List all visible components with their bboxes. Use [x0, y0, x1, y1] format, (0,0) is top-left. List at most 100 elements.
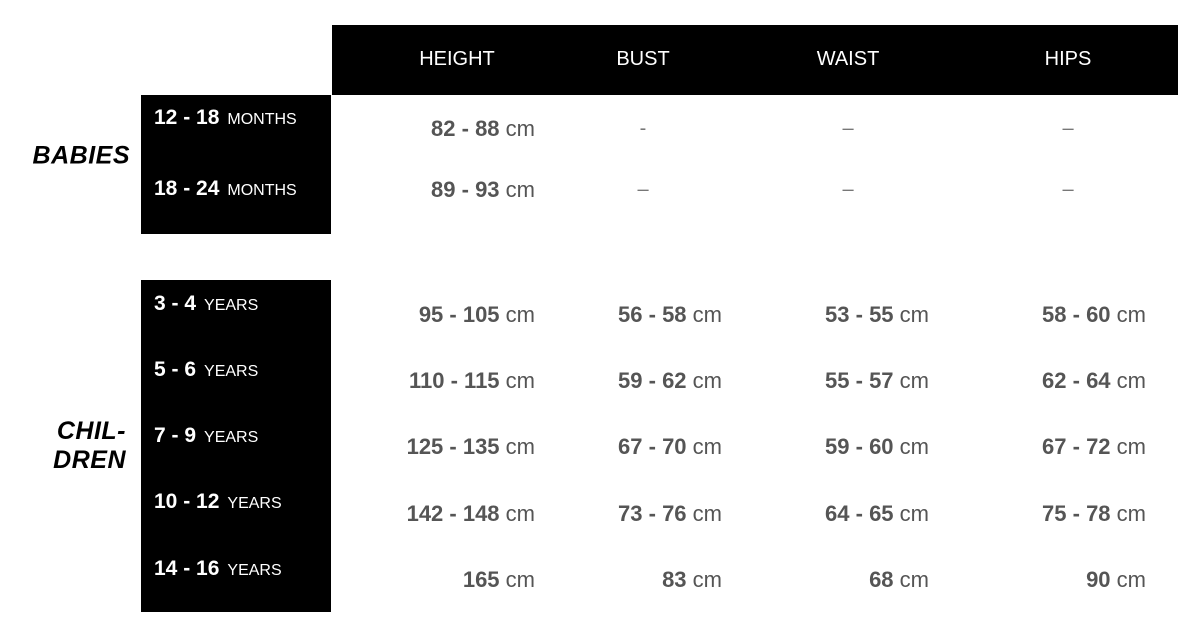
measure-unit: cm	[505, 567, 535, 592]
age-range: 18 - 24	[154, 177, 220, 200]
measure: 83	[662, 567, 687, 592]
waist-value: 55 - 57 cm	[825, 368, 929, 394]
height-value: 89 - 93 cm	[431, 177, 535, 203]
bust-value: 56 - 58 cm	[618, 302, 722, 328]
height-value: 95 - 105 cm	[419, 302, 535, 328]
age-label: 14 - 16 YEARS	[154, 557, 282, 581]
measure-unit: cm	[1116, 434, 1146, 459]
measure-unit: cm	[505, 368, 535, 393]
measure-unit: cm	[1116, 567, 1146, 592]
measure-unit: cm	[692, 434, 722, 459]
bust-empty: -	[639, 117, 647, 140]
measure: 62 - 64	[1042, 368, 1111, 393]
age-range: 7 - 9	[154, 424, 197, 447]
measure-unit: cm	[692, 501, 722, 526]
measure-unit: cm	[899, 501, 929, 526]
babies-age-box	[141, 95, 331, 234]
group-label-line: DREN	[53, 446, 126, 474]
measure-unit: cm	[899, 368, 929, 393]
measure-unit: cm	[692, 302, 722, 327]
hips-empty: –	[1062, 117, 1074, 140]
measure-unit: cm	[899, 434, 929, 459]
measure: 67 - 70	[618, 434, 687, 459]
header-waist: WAIST	[816, 48, 880, 70]
header-bust: BUST	[616, 48, 670, 70]
measure: 68	[869, 567, 894, 592]
age-unit: YEARS	[227, 495, 282, 512]
age-unit: YEARS	[204, 429, 259, 446]
hips-value: 90 cm	[1086, 567, 1146, 593]
waist-value: 53 - 55 cm	[825, 302, 929, 328]
age-unit: YEARS	[227, 562, 282, 579]
age-unit: MONTHS	[227, 111, 297, 128]
hips-value: 75 - 78 cm	[1042, 501, 1146, 527]
age-label: 5 - 6 YEARS	[154, 358, 258, 382]
measure-unit: cm	[505, 116, 535, 141]
measure: 89 - 93	[431, 177, 500, 202]
measure: 125 - 135	[406, 434, 500, 459]
height-value: 125 - 135 cm	[407, 434, 535, 460]
age-range: 12 - 18	[154, 106, 220, 129]
waist-value: 59 - 60 cm	[825, 434, 929, 460]
measure: 59 - 60	[825, 434, 894, 459]
hips-empty: –	[1062, 178, 1074, 201]
measure: 55 - 57	[825, 368, 894, 393]
age-range: 3 - 4	[154, 292, 197, 315]
bust-value: 67 - 70 cm	[618, 434, 722, 460]
hips-value: 58 - 60 cm	[1042, 302, 1146, 328]
age-label: 10 - 12 YEARS	[154, 490, 282, 514]
age-label: 7 - 9 YEARS	[154, 424, 258, 448]
measure-unit: cm	[692, 567, 722, 592]
bust-value: 73 - 76 cm	[618, 501, 722, 527]
age-range: 14 - 16	[154, 557, 220, 580]
measure-unit: cm	[505, 177, 535, 202]
measure: 67 - 72	[1042, 434, 1111, 459]
measure: 73 - 76	[618, 501, 687, 526]
measure-unit: cm	[1116, 501, 1146, 526]
measure: 110 - 115	[409, 368, 500, 393]
measure: 64 - 65	[825, 501, 894, 526]
age-unit: YEARS	[204, 363, 259, 380]
measure-unit: cm	[692, 368, 722, 393]
measure-unit: cm	[505, 302, 535, 327]
measure: 95 - 105	[418, 302, 500, 327]
header-hips: HIPS	[1044, 48, 1092, 70]
age-range: 10 - 12	[154, 490, 220, 513]
age-unit: YEARS	[204, 297, 259, 314]
children-age-box	[141, 280, 331, 612]
measure-unit: cm	[505, 434, 535, 459]
measure: 82 - 88	[431, 116, 500, 141]
height-value: 142 - 148 cm	[407, 501, 535, 527]
bust-value: 59 - 62 cm	[618, 368, 722, 394]
header-height: HEIGHT	[419, 48, 495, 70]
group-label-line: CHIL-	[56, 417, 126, 445]
measure: 142 - 148	[406, 501, 500, 526]
measure-unit: cm	[1116, 302, 1146, 327]
measure: 90	[1086, 567, 1111, 592]
measure: 58 - 60	[1042, 302, 1111, 327]
waist-value: 68 cm	[869, 567, 929, 593]
age-unit: MONTHS	[227, 182, 297, 199]
measure: 56 - 58	[618, 302, 687, 327]
waist-empty: –	[842, 178, 854, 201]
age-label: 12 - 18 MONTHS	[154, 106, 297, 130]
age-label: 3 - 4 YEARS	[154, 292, 258, 316]
height-value: 165 cm	[463, 567, 535, 593]
age-range: 5 - 6	[154, 358, 197, 381]
bust-empty: –	[637, 178, 649, 201]
measure: 53 - 55	[825, 302, 894, 327]
waist-value: 64 - 65 cm	[825, 501, 929, 527]
group-label-children: CHIL- DREN	[14, 417, 126, 475]
measure-unit: cm	[505, 501, 535, 526]
measure: 165	[462, 567, 500, 592]
waist-empty: –	[842, 117, 854, 140]
hips-value: 67 - 72 cm	[1042, 434, 1146, 460]
measure-unit: cm	[899, 302, 929, 327]
group-label-babies: BABIES	[32, 141, 130, 170]
bust-value: 83 cm	[662, 567, 722, 593]
measure-unit: cm	[899, 567, 929, 592]
measure: 75 - 78	[1042, 501, 1111, 526]
age-label: 18 - 24 MONTHS	[154, 177, 297, 201]
hips-value: 62 - 64 cm	[1042, 368, 1146, 394]
